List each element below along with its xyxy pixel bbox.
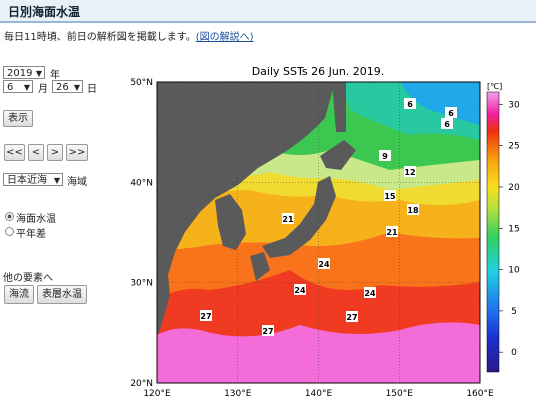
other-label: 他の要素へ	[3, 273, 53, 284]
lat-label: 30°N	[130, 279, 153, 289]
page-title: 日別海面水温	[8, 5, 81, 19]
unit: 海域	[67, 177, 87, 188]
contour-label-box	[445, 107, 457, 118]
contour-label: 6	[444, 120, 450, 129]
contour-label-box	[262, 325, 274, 336]
contour-label-box	[200, 310, 212, 321]
month-select[interactable]: 6	[3, 80, 33, 94]
lat-label: 50°N	[130, 78, 153, 88]
other-button[interactable]: 表層水温	[37, 285, 87, 304]
contour-label-box	[407, 204, 419, 215]
contour-label-box	[384, 190, 396, 201]
land	[262, 176, 336, 258]
contour-label-box	[404, 98, 416, 109]
contour-label: 12	[404, 168, 415, 177]
nav-button[interactable]: >	[47, 144, 63, 161]
land	[157, 82, 335, 335]
lon-label: 130°E	[224, 389, 252, 399]
contour-label-box	[346, 311, 358, 322]
radio[interactable]	[5, 227, 14, 236]
contour-label: 6	[448, 109, 454, 118]
header: 日別海面水温	[0, 0, 536, 23]
contour-label-box	[441, 118, 453, 129]
land	[250, 252, 270, 281]
lon-label: 150°E	[386, 389, 414, 399]
contour-label-box	[379, 150, 391, 161]
radio-label: 海面水温	[16, 214, 56, 225]
colorbar-unit: [℃]	[487, 82, 502, 91]
colorbar-tick-label: 0	[511, 348, 517, 358]
colorbar-tick-label: 30	[508, 100, 520, 110]
lon-label: 140°E	[305, 389, 333, 399]
lon-label: 120°E	[143, 389, 171, 399]
contour-label: 27	[346, 313, 357, 322]
region-select[interactable]: 日本近海	[3, 173, 63, 187]
contour-label: 24	[294, 286, 306, 295]
show-button[interactable]: 表示	[3, 110, 33, 127]
contour-label: 15	[384, 192, 396, 201]
contour-label-box	[294, 284, 306, 295]
intro: 毎日11時頃、前日の解析図を掲載します。(図の解説へ)	[4, 28, 254, 43]
unit: 月	[38, 84, 48, 95]
contour-label-box	[318, 258, 330, 269]
contour-label-box	[282, 213, 294, 224]
contour-label: 27	[200, 312, 211, 321]
colorbar	[486, 91, 500, 373]
contour-label-box	[386, 226, 398, 237]
colorbar-tick-label: 10	[508, 266, 520, 276]
radio[interactable]	[5, 212, 14, 221]
contour-label-box	[364, 287, 376, 298]
contour-label: 18	[407, 206, 419, 215]
contour-label: 6	[407, 100, 413, 109]
year-select[interactable]: 2019	[3, 66, 45, 80]
unit: 年	[50, 70, 60, 81]
contour-label-box	[404, 166, 416, 177]
colorbar-tick-label: 15	[508, 224, 519, 234]
colorbar-tick-label: 20	[508, 183, 520, 193]
day-select[interactable]: 26	[52, 80, 83, 94]
contour-label: 24	[318, 260, 330, 269]
land	[332, 82, 346, 132]
nav-button[interactable]: <<	[4, 144, 25, 161]
intro-text: 毎日11時頃、前日の解析図を掲載します。	[4, 32, 196, 43]
nav-button[interactable]: <	[28, 144, 44, 161]
lat-label: 40°N	[130, 178, 153, 188]
map-title: Daily SSTs 26 Jun. 2019.	[252, 65, 385, 78]
contour-label: 24	[364, 289, 376, 298]
unit: 日	[87, 84, 97, 95]
nav-button[interactable]: >>	[66, 144, 88, 161]
lon-label: 160°E	[466, 389, 494, 399]
contour-label: 9	[382, 152, 388, 161]
contour-label: 27	[262, 327, 273, 336]
radio-label: 平年差	[16, 229, 46, 240]
colorbar-tick-label: 5	[511, 307, 517, 317]
help-link[interactable]: (図の解説へ)	[195, 32, 254, 43]
contour-label: 21	[282, 215, 294, 224]
land	[215, 194, 246, 250]
colorbar-tick-label: 25	[508, 142, 519, 152]
contour-label: 21	[386, 228, 398, 237]
other-button[interactable]: 海流	[4, 285, 34, 304]
lat-label: 20°N	[130, 379, 153, 389]
sea-zone	[400, 82, 480, 125]
land	[320, 140, 356, 170]
